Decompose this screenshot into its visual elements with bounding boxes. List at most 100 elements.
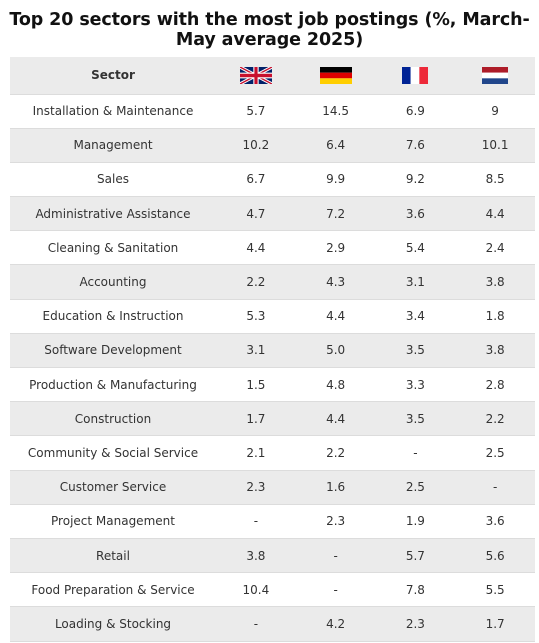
sector-cell: Project Management — [10, 504, 216, 539]
chart-title: Top 20 sectors with the most job posting… — [9, 10, 530, 50]
value-cell: 4.4 — [216, 230, 296, 266]
value-cell: 4.3 — [295, 264, 376, 300]
value-cell: 3.8 — [455, 333, 535, 369]
sector-cell: Accounting — [10, 264, 216, 300]
uk-flag-icon — [239, 66, 272, 84]
sector-cell: Customer Service — [10, 470, 216, 505]
value-cell: 10.4 — [216, 572, 296, 608]
value-cell: - — [295, 538, 376, 574]
value-cell: 3.5 — [375, 401, 456, 437]
value-cell: 2.2 — [295, 435, 376, 471]
value-cell: 1.6 — [295, 470, 376, 505]
value-cell: 2.3 — [216, 470, 296, 505]
value-cell: 1.9 — [375, 504, 456, 539]
table-row: Installation & Maintenance 5.7 14.5 6.9 9 — [10, 94, 535, 129]
sector-cell: Management — [10, 128, 216, 163]
table-row: Community & Social Service 2.1 2.2-2.5 — [10, 435, 535, 471]
value-cell: 1.7 — [216, 401, 296, 437]
table-row: Customer Service 2.3 1.6 2.5- — [10, 470, 535, 505]
value-cell: 7.6 — [375, 128, 456, 163]
table-row: Software Development 3.1 5.0 3.5 3.8 — [10, 333, 535, 369]
value-cell: 4.4 — [455, 196, 535, 232]
table-row: Production & Manufacturing 1.5 4.8 3.3 2.8 — [10, 367, 535, 403]
value-cell: 2.5 — [375, 470, 456, 505]
value-cell: 3.1 — [216, 333, 296, 369]
value-cell: 2.2 — [216, 264, 296, 300]
value-cell: 10.1 — [455, 128, 535, 163]
value-cell: 4.8 — [295, 367, 376, 403]
value-cell: 7.8 — [375, 572, 456, 608]
value-cell: 9 — [455, 94, 535, 129]
sector-cell: Administrative Assistance — [10, 196, 216, 232]
value-cell: 6.4 — [295, 128, 376, 163]
table-row: Project Management -2.3 1.9 3.6 — [10, 504, 535, 539]
table-row: Education & Instruction 5.3 4.4 3.4 1.8 — [10, 299, 535, 334]
sector-column-header: Sector — [10, 57, 216, 95]
table-row: Construction 1.7 4.4 3.5 2.2 — [10, 401, 535, 437]
netherlands-flag-icon — [482, 66, 509, 84]
table-row: Administrative Assistance 4.7 7.2 3.6 4.4 — [10, 196, 535, 232]
table-row: Food Preparation & Service 10.4-7.8 5.5 — [10, 572, 535, 608]
sector-cell: Food Preparation & Service — [10, 572, 216, 608]
value-cell: 14.5 — [295, 94, 376, 129]
sector-cell: Education & Instruction — [10, 299, 216, 334]
value-cell: 3.1 — [375, 264, 456, 300]
value-cell: - — [375, 435, 456, 471]
value-cell: 5.7 — [375, 538, 456, 574]
sector-cell: Loading & Stocking — [10, 606, 216, 642]
table-row: Cleaning & Sanitation 4.4 2.9 5.4 2.4 — [10, 230, 535, 266]
value-cell: 1.8 — [455, 299, 535, 334]
value-cell: 5.0 — [295, 333, 376, 369]
sector-cell: Production & Manufacturing — [10, 367, 216, 403]
sector-cell: Retail — [10, 538, 216, 574]
value-cell: 3.6 — [455, 504, 535, 539]
sector-cell: Installation & Maintenance — [10, 94, 216, 129]
sector-cell: Software Development — [10, 333, 216, 369]
value-cell: 2.9 — [295, 230, 376, 266]
sector-cell: Cleaning & Sanitation — [10, 230, 216, 266]
value-cell: 3.8 — [455, 264, 535, 300]
table-row: Retail 3.8-5.7 5.6 — [10, 538, 535, 574]
value-cell: 5.4 — [375, 230, 456, 266]
table-row: Accounting 2.2 4.3 3.1 3.8 — [10, 264, 535, 300]
job-postings-table: Sector — [10, 57, 535, 642]
value-cell: 2.5 — [455, 435, 535, 471]
value-cell: 2.8 — [455, 367, 535, 403]
value-cell: 5.7 — [216, 94, 296, 129]
sector-cell: Community & Social Service — [10, 435, 216, 471]
table-body: Installation & Maintenance 5.7 14.5 6.9 9 Man… — [10, 94, 535, 642]
value-cell: 5.6 — [455, 538, 535, 574]
value-cell: 2.3 — [375, 606, 456, 642]
table-row: Loading & Stocking -4.2 2.3 1.7 — [10, 606, 535, 642]
value-cell: 6.7 — [216, 162, 296, 198]
value-cell: 1.5 — [216, 367, 296, 403]
value-cell: 2.1 — [216, 435, 296, 471]
value-cell: 3.8 — [216, 538, 296, 574]
france-flag-icon — [402, 66, 429, 84]
value-cell: 3.3 — [375, 367, 456, 403]
value-cell: 4.7 — [216, 196, 296, 232]
value-cell: 6.9 — [375, 94, 456, 129]
value-cell: 8.5 — [455, 162, 535, 198]
value-cell: 10.2 — [216, 128, 296, 163]
table-row: Sales 6.7 9.9 9.2 8.5 — [10, 162, 535, 198]
value-cell: - — [295, 572, 376, 608]
germany-flag-icon — [319, 66, 352, 84]
value-cell: 3.4 — [375, 299, 456, 334]
sector-cell: Construction — [10, 401, 216, 437]
value-cell: 2.4 — [455, 230, 535, 266]
value-cell: - — [455, 470, 535, 505]
sector-cell: Sales — [10, 162, 216, 198]
value-cell: 2.3 — [295, 504, 376, 539]
table-header-row: Sector — [10, 57, 535, 95]
value-cell: 9.2 — [375, 162, 456, 198]
value-cell: 1.7 — [455, 606, 535, 642]
value-cell: 4.2 — [295, 606, 376, 642]
value-cell: 9.9 — [295, 162, 376, 198]
value-cell: 2.2 — [455, 401, 535, 437]
value-cell: 5.3 — [216, 299, 296, 334]
value-cell: 4.4 — [295, 299, 376, 334]
value-cell: 7.2 — [295, 196, 376, 232]
value-cell: 4.4 — [295, 401, 376, 437]
table-row: Management 10.2 6.4 7.6 10.1 — [10, 128, 535, 163]
